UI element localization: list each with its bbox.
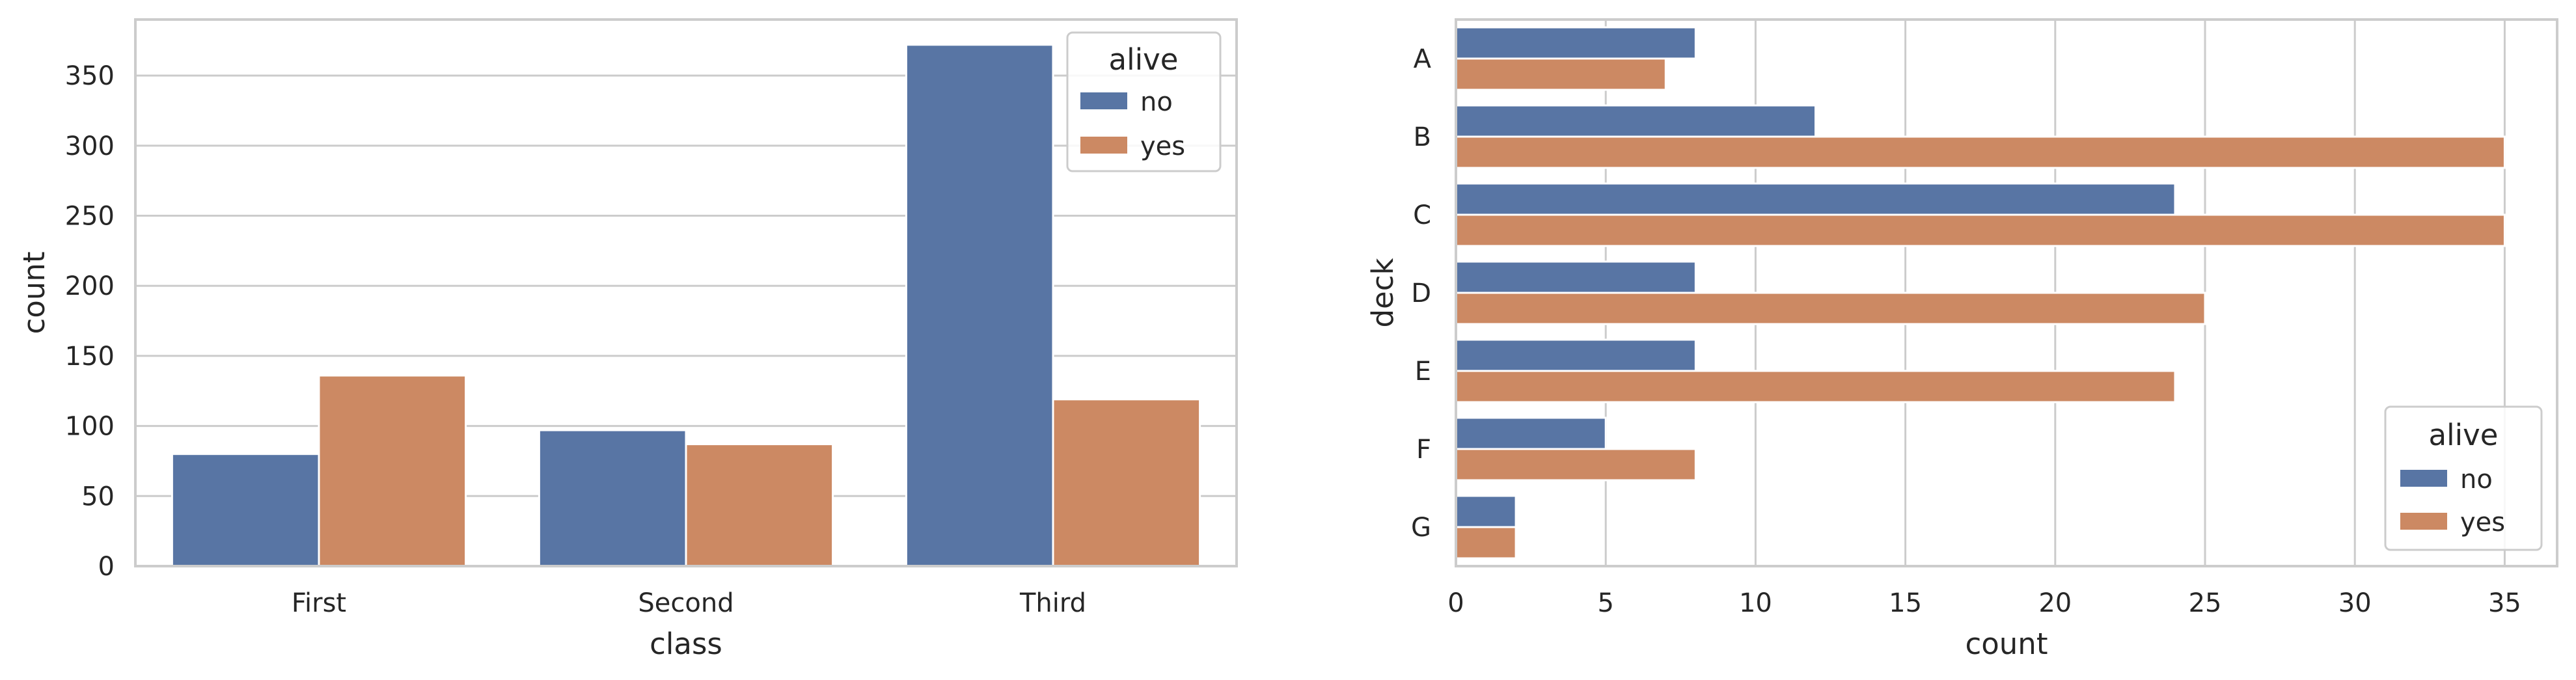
legend-swatch-no bbox=[1080, 92, 1127, 109]
x-axis-label: count bbox=[1966, 627, 2048, 661]
x-tick-label: 0 bbox=[1447, 588, 1464, 618]
y-tick-label: B bbox=[1414, 122, 1431, 152]
x-tick-label: 15 bbox=[1889, 588, 1922, 618]
bar-deck-c-yes bbox=[1455, 213, 2506, 247]
legend-label-no: no bbox=[1140, 87, 1173, 117]
y-tick-label: E bbox=[1415, 357, 1431, 387]
x-tick-label: 10 bbox=[1739, 588, 1772, 618]
y-tick-label: A bbox=[1414, 44, 1432, 74]
legend-title: alive bbox=[1109, 42, 1179, 77]
legend-box bbox=[1066, 31, 1222, 172]
bar-deck-f-no bbox=[1455, 416, 1607, 450]
bar-deck-c-no bbox=[1455, 182, 2176, 216]
plot-frame bbox=[134, 18, 1238, 567]
bar-deck-g-no bbox=[1455, 495, 1517, 528]
bar-deck-b-no bbox=[1455, 104, 1816, 138]
bar-deck-e-yes bbox=[1455, 370, 2176, 403]
legend-label-yes: yes bbox=[2460, 508, 2505, 537]
x-tick-labels: First Second Third bbox=[292, 588, 1086, 618]
legend-label-yes: yes bbox=[1140, 131, 1185, 161]
legend: alive no yes bbox=[1066, 31, 1222, 172]
bar-second-yes bbox=[685, 443, 834, 567]
legend-title: alive bbox=[2429, 418, 2499, 452]
x-tick-label: Third bbox=[1019, 588, 1086, 618]
deck-count-chart: A B C D E F G 0 5 10 15 20 25 30 35 count deck alive … bbox=[1365, 18, 2558, 661]
y-tick-label: F bbox=[1416, 435, 1431, 465]
x-tick-label: 25 bbox=[2189, 588, 2222, 618]
bar-third-yes bbox=[1052, 398, 1201, 567]
bar-deck-a-yes bbox=[1455, 57, 1667, 91]
y-tick-label: 100 bbox=[65, 412, 115, 442]
bar-deck-f-yes bbox=[1455, 448, 1697, 482]
x-tick-label: Second bbox=[638, 588, 733, 618]
y-tick-label: 250 bbox=[65, 202, 115, 232]
x-tick-label: 35 bbox=[2488, 588, 2521, 618]
legend-swatch-yes bbox=[2400, 513, 2447, 530]
bars bbox=[1455, 26, 2506, 560]
x-tick-label: 30 bbox=[2338, 588, 2372, 618]
y-tick-label: 300 bbox=[65, 131, 115, 161]
x-axis-label: class bbox=[650, 627, 722, 661]
y-axis-label: count bbox=[17, 252, 51, 334]
y-tick-label: 200 bbox=[65, 271, 115, 301]
y-tick-label: 150 bbox=[65, 342, 115, 372]
legend-label-no: no bbox=[2460, 465, 2493, 495]
y-tick-label: C bbox=[1413, 200, 1431, 230]
y-tick-labels: A B C D E F G bbox=[1411, 44, 1432, 543]
y-tick-label: G bbox=[1411, 513, 1431, 543]
bar-deck-b-yes bbox=[1455, 135, 2506, 169]
y-axis-label: deck bbox=[1365, 258, 1400, 327]
x-tick-label: 5 bbox=[1597, 588, 1613, 618]
y-tick-label: D bbox=[1411, 279, 1431, 308]
y-tick-label: 350 bbox=[65, 61, 115, 91]
bar-deck-a-no bbox=[1455, 26, 1697, 60]
legend-swatch-no bbox=[2400, 470, 2447, 487]
bar-third-no bbox=[905, 44, 1054, 567]
bar-second-no bbox=[538, 429, 687, 567]
bar-deck-d-yes bbox=[1455, 292, 2206, 325]
y-tick-label: 50 bbox=[81, 482, 115, 511]
bar-deck-e-no bbox=[1455, 338, 1697, 372]
x-tick-label: 20 bbox=[2038, 588, 2072, 618]
y-tick-labels: 0 50 100 150 200 250 300 350 bbox=[65, 61, 115, 582]
x-tick-label: First bbox=[292, 588, 346, 618]
bar-deck-g-yes bbox=[1455, 526, 1517, 560]
plot-frame bbox=[1455, 18, 2558, 567]
y-tick-label: 0 bbox=[98, 552, 115, 582]
legend: alive no yes bbox=[2384, 405, 2543, 551]
bar-first-no bbox=[171, 453, 320, 567]
legend-swatch-yes bbox=[1080, 137, 1127, 154]
bar-first-yes bbox=[318, 374, 467, 567]
bars bbox=[171, 44, 1201, 567]
bar-deck-d-no bbox=[1455, 260, 1697, 294]
x-tick-labels: 0 5 10 15 20 25 30 35 bbox=[1447, 588, 2521, 618]
class-count-chart: 0 50 100 150 200 250 300 350 First Second Third c… bbox=[17, 18, 1238, 661]
